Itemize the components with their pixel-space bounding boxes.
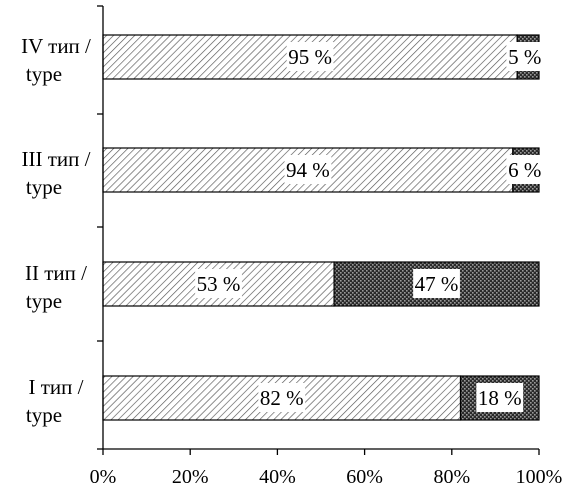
data-label-background [195, 269, 242, 298]
data-label-background [284, 155, 332, 184]
category-label-line2: type [26, 62, 62, 86]
data-label: 5 % [508, 45, 541, 69]
data-label: 53 % [197, 272, 241, 296]
data-label-background [258, 383, 306, 412]
x-tick-label: 0% [90, 466, 117, 488]
data-label: 6 % [508, 158, 541, 182]
data-label: 94 % [286, 158, 330, 182]
category-label-line2: type [26, 403, 62, 427]
x-tick-label: 40% [259, 466, 296, 488]
data-label-background [413, 269, 460, 298]
data-label: 18 % [478, 386, 522, 410]
category-label-line1: I тип / [29, 375, 84, 399]
x-tick-label: 60% [346, 466, 383, 488]
x-tick-label: 80% [433, 466, 470, 488]
category-label-line1: II тип / [25, 261, 87, 285]
data-label: 47 % [415, 272, 459, 296]
category-label-line2: type [26, 175, 62, 199]
plot-area: 95 % 5 % IV тип / type 94 % 6 % III тип / type 5… [21, 5, 563, 488]
category-label-line1: III тип / [22, 147, 91, 171]
category-label-line2: type [26, 289, 62, 313]
x-tick-label: 20% [172, 466, 209, 488]
data-label-background [286, 42, 334, 71]
x-tick-label: 100% [516, 466, 563, 488]
data-label-background [506, 155, 543, 184]
data-label: 95 % [288, 45, 332, 69]
data-label: 82 % [260, 386, 304, 410]
data-label-background [506, 42, 543, 71]
data-label-background [476, 383, 524, 412]
category-label-line1: IV тип / [21, 34, 91, 58]
